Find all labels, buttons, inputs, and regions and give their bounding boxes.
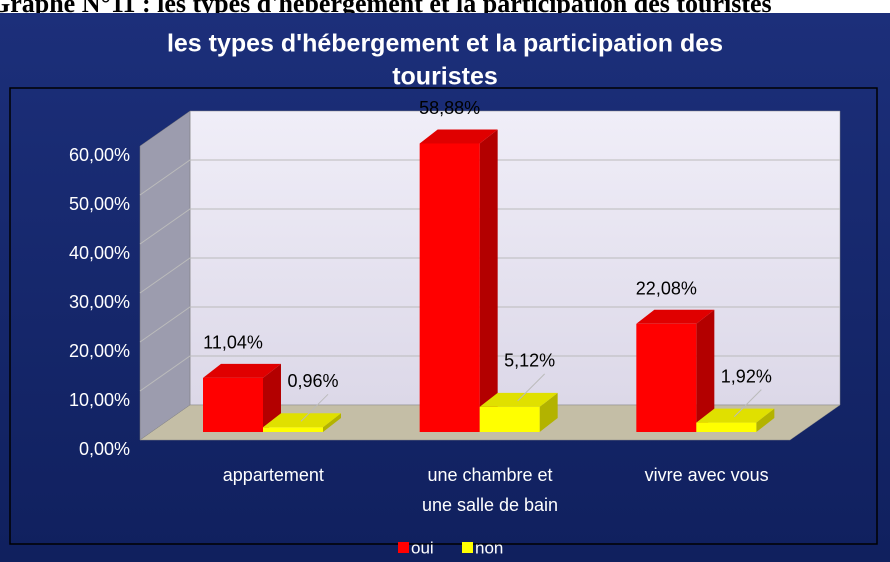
bar-top: [419, 129, 498, 144]
y-tick-label: 0,00%: [79, 439, 130, 459]
bar: [636, 309, 715, 432]
x-tick-label: vivre avec vous: [644, 465, 769, 485]
bar-front: [203, 377, 263, 432]
bar: [479, 392, 558, 432]
bar-front: [636, 323, 697, 432]
y-tick-label: 20,00%: [69, 341, 130, 361]
grid-line: [139, 257, 840, 294]
leader-line: [517, 373, 546, 402]
bar-side: [323, 413, 341, 432]
bar-front: [419, 143, 480, 432]
bar-front: [696, 422, 757, 432]
chart-title: touristes: [392, 63, 498, 91]
y-tick-label: 40,00%: [69, 243, 130, 263]
bar-side: [696, 309, 715, 432]
legend-swatch: [398, 542, 409, 553]
bar-front: [479, 406, 540, 432]
data-label: 11,04%: [203, 333, 263, 353]
y-tick-label: 50,00%: [69, 194, 130, 214]
bar-side: [539, 392, 558, 432]
bar-side: [756, 408, 775, 432]
bar-side: [479, 129, 498, 432]
y-tick-label: 30,00%: [69, 292, 130, 312]
bar-side: [263, 363, 281, 432]
y-tick-label: 10,00%: [69, 390, 130, 410]
data-label: 5,12%: [504, 351, 555, 371]
bar: [203, 363, 281, 432]
legend-label: non: [475, 538, 503, 557]
data-label: 1,92%: [721, 366, 772, 386]
grid-line: [139, 306, 840, 343]
plot-border: [9, 87, 878, 545]
bar-top: [636, 309, 715, 324]
legend-swatch: [462, 542, 473, 553]
leader-line: [300, 393, 329, 422]
grid-line: [139, 159, 840, 196]
grid-line: [139, 208, 840, 245]
grid-line: [139, 355, 840, 392]
bar-front: [263, 427, 323, 432]
bar-top: [203, 363, 281, 378]
leader-line: [733, 389, 762, 417]
bar: [419, 129, 498, 432]
legend-label: oui: [411, 538, 434, 557]
x-tick-label: appartement: [222, 465, 324, 485]
data-label: 0,96%: [287, 371, 338, 391]
data-label: 22,08%: [636, 279, 697, 299]
y-tick-label: 60,00%: [69, 145, 130, 165]
x-tick-label: une chambre et une salle de bain: [421, 465, 559, 515]
chart-title: les types d'hébergement et la participat…: [167, 30, 723, 58]
data-label: 58,88%: [419, 98, 480, 118]
